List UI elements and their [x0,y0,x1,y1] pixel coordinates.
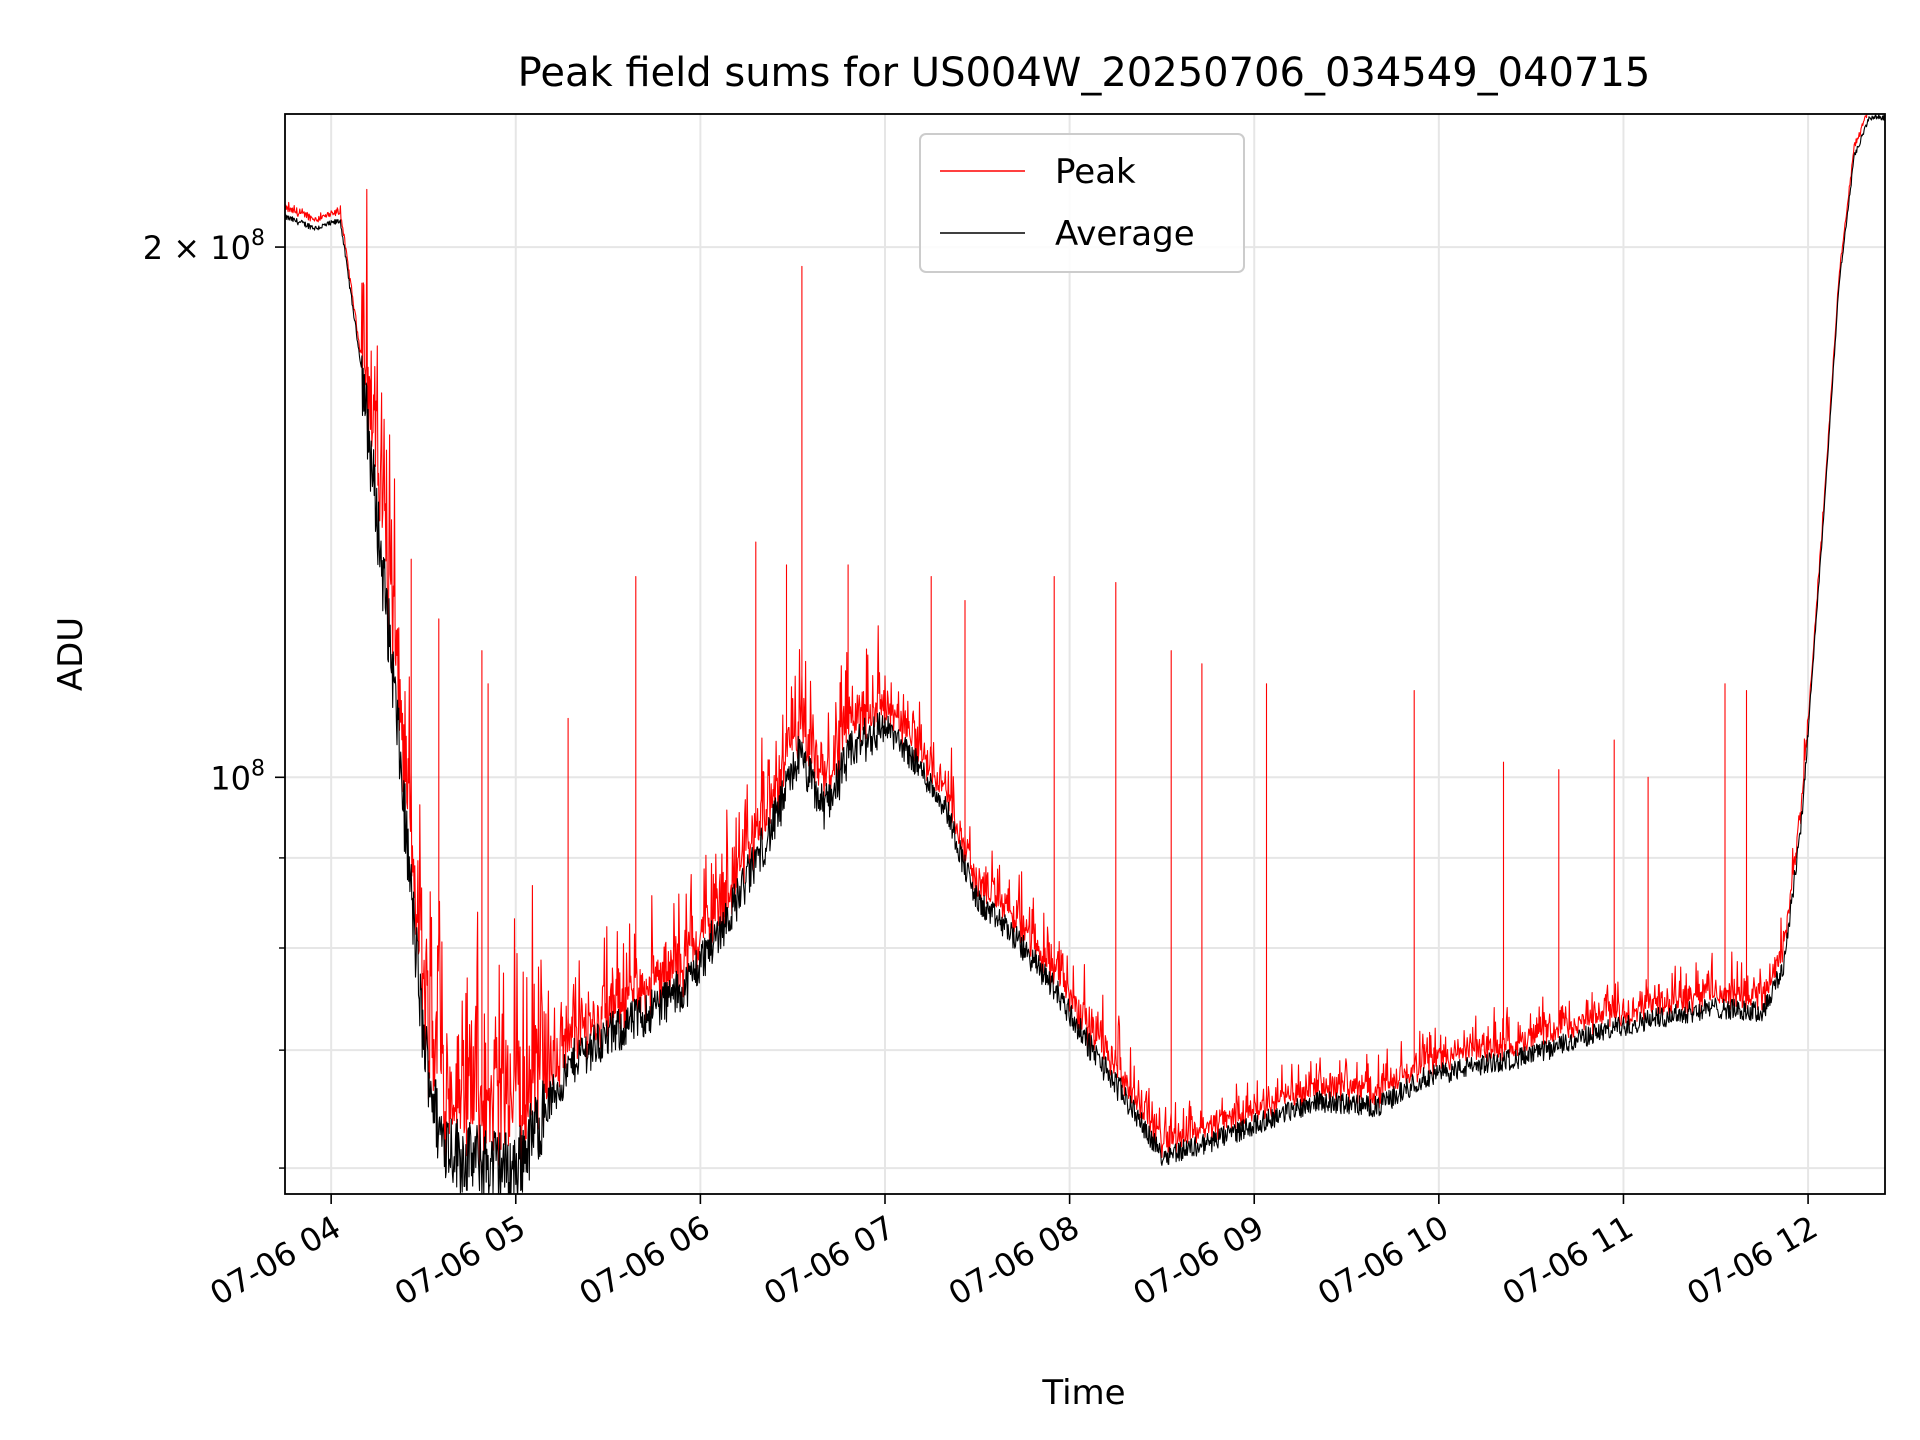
legend-label-peak: Peak [1055,152,1136,192]
y-axis-label: ADU [51,617,91,691]
y-tick-base: 10 [210,229,251,267]
y-tick-mantissa: 2 × [143,229,211,267]
y-tick-exponent: 8 [251,756,265,781]
y-tick-label: 2 × 108 [143,226,265,267]
chart-title: Peak field sums for US004W_20250706_0345… [518,50,1651,96]
average-series-line [285,114,1885,1194]
y-tick-base: 10 [210,759,251,797]
x-axis-label: Time [1041,1373,1125,1413]
legend-box [919,133,1245,273]
legend-label-average: Average [1055,214,1195,254]
y-tick-exponent: 8 [251,226,265,251]
peak-series-line [285,114,1868,1175]
y-tick-label: 108 [210,756,265,797]
legend: Peak Average [919,133,1245,273]
plot-frame [284,113,1886,1195]
